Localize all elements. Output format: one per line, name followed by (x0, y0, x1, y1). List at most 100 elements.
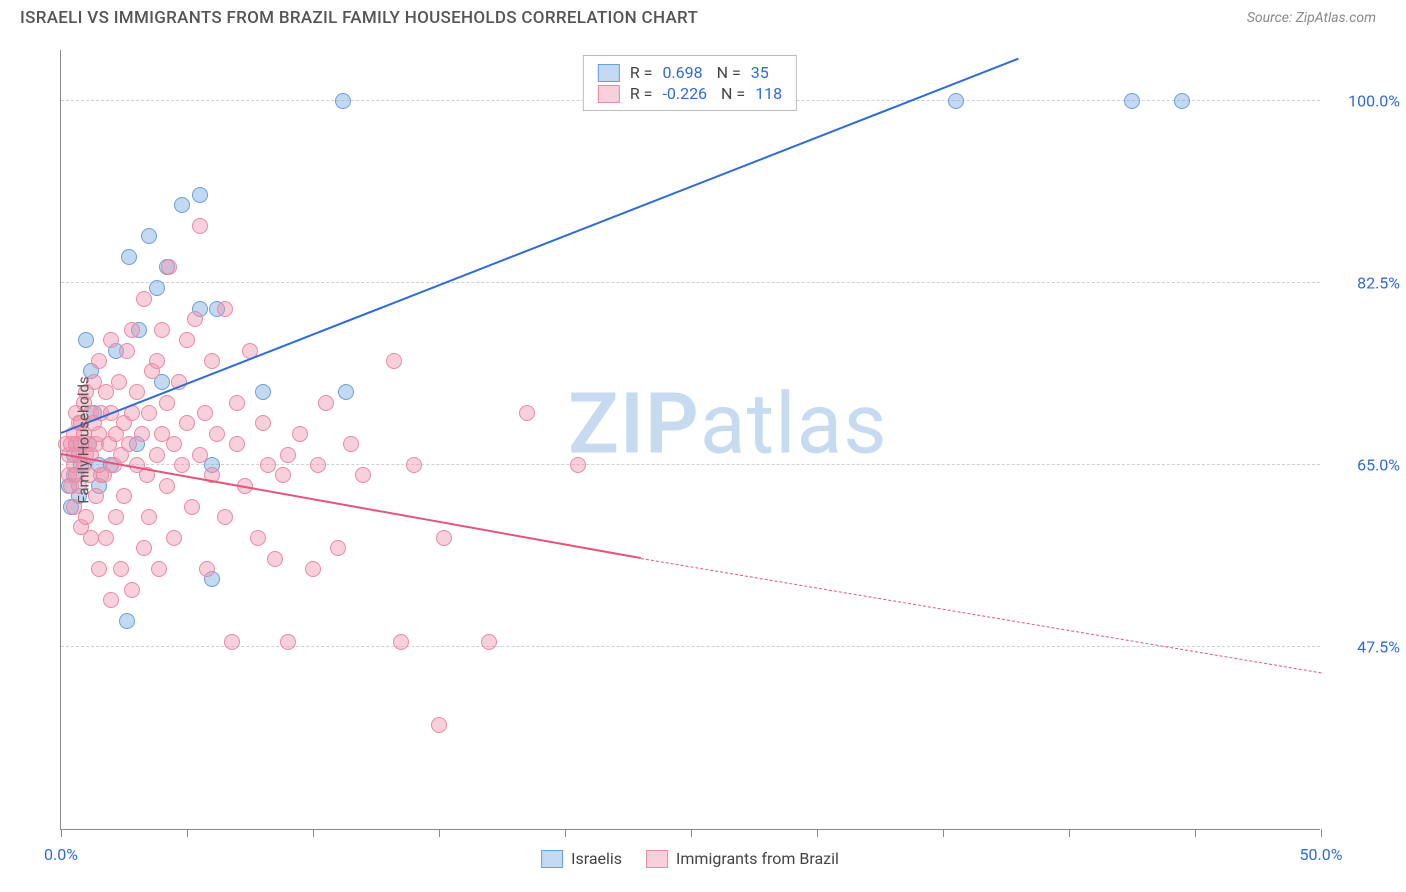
x-tick (61, 829, 62, 837)
x-tick (1195, 829, 1196, 837)
x-tick-label: 0.0% (44, 845, 78, 864)
stat-n-label: N = (713, 63, 741, 82)
data-point (250, 530, 266, 546)
data-point (335, 93, 351, 109)
y-tick-label: 65.0% (1330, 456, 1400, 475)
data-point (119, 343, 135, 359)
data-point (154, 322, 170, 338)
data-point (124, 582, 140, 598)
swatch-israelis (598, 64, 620, 82)
data-point (355, 467, 371, 483)
y-tick-label: 100.0% (1330, 92, 1400, 111)
trend-line-dash (641, 558, 1322, 673)
data-point (174, 197, 190, 213)
data-point (393, 634, 409, 650)
stat-n-value-2: 118 (755, 84, 782, 103)
data-point (149, 353, 165, 369)
data-point (184, 499, 200, 515)
data-point (224, 634, 240, 650)
data-point (330, 540, 346, 556)
data-point (1174, 93, 1190, 109)
data-point (192, 447, 208, 463)
data-point (98, 530, 114, 546)
data-point (119, 613, 135, 629)
data-point (161, 259, 177, 275)
data-point (166, 436, 182, 452)
legend-label-brazil: Immigrants from Brazil (676, 849, 839, 868)
x-tick (1321, 829, 1322, 837)
grid-line (61, 464, 1320, 465)
chart-title: ISRAELI VS IMMIGRANTS FROM BRAZIL FAMILY… (20, 8, 698, 28)
data-point (113, 561, 129, 577)
data-point (229, 436, 245, 452)
data-point (481, 634, 497, 650)
data-point (280, 634, 296, 650)
data-point (83, 530, 99, 546)
series-legend: Israelis Immigrants from Brazil (541, 849, 839, 868)
data-point (91, 353, 107, 369)
data-point (141, 405, 157, 421)
data-point (151, 561, 167, 577)
stat-r-value-1: 0.698 (662, 63, 702, 82)
x-tick (313, 829, 314, 837)
stats-row-1: R = 0.698 N = 35 (598, 62, 782, 83)
x-tick (817, 829, 818, 837)
data-point (343, 436, 359, 452)
data-point (124, 322, 140, 338)
x-tick-label: 50.0% (1300, 845, 1343, 864)
data-point (179, 332, 195, 348)
chart-container: ISRAELI VS IMMIGRANTS FROM BRAZIL FAMILY… (0, 0, 1406, 892)
data-point (192, 218, 208, 234)
y-tick-label: 82.5% (1330, 274, 1400, 293)
data-point (209, 426, 225, 442)
data-point (436, 530, 452, 546)
x-tick (565, 829, 566, 837)
data-point (192, 187, 208, 203)
data-point (159, 395, 175, 411)
swatch-brazil (598, 85, 620, 103)
data-point (134, 426, 150, 442)
data-point (103, 332, 119, 348)
data-point (91, 561, 107, 577)
data-point (292, 426, 308, 442)
chart-header: ISRAELI VS IMMIGRANTS FROM BRAZIL FAMILY… (0, 0, 1406, 32)
data-point (229, 395, 245, 411)
data-point (519, 405, 535, 421)
stat-n-value-1: 35 (751, 63, 769, 82)
stat-n-label: N = (717, 84, 745, 103)
data-point (338, 384, 354, 400)
stat-r-label: R = (630, 63, 653, 82)
chart-source: Source: ZipAtlas.com (1247, 10, 1376, 26)
data-point (570, 457, 586, 473)
data-point (159, 478, 175, 494)
data-point (255, 415, 271, 431)
data-point (103, 592, 119, 608)
legend-swatch-israelis (541, 850, 563, 868)
data-point (305, 561, 321, 577)
data-point (1124, 93, 1140, 109)
data-point (136, 291, 152, 307)
data-point (217, 301, 233, 317)
stat-r-label: R = (630, 84, 653, 103)
data-point (204, 353, 220, 369)
data-point (197, 405, 213, 421)
x-tick (439, 829, 440, 837)
data-point (255, 384, 271, 400)
data-point (141, 509, 157, 525)
y-axis-label: Family Households (75, 376, 93, 503)
x-tick (943, 829, 944, 837)
data-point (108, 509, 124, 525)
y-tick-label: 47.5% (1330, 638, 1400, 657)
data-point (136, 540, 152, 556)
data-point (116, 488, 132, 504)
plot-region: 47.5%65.0%82.5%100.0%0.0%50.0% (60, 50, 1320, 830)
grid-line (61, 282, 1320, 283)
data-point (318, 395, 334, 411)
data-point (179, 415, 195, 431)
data-point (78, 509, 94, 525)
trend-line (61, 57, 1019, 433)
x-tick (691, 829, 692, 837)
data-point (187, 311, 203, 327)
data-point (121, 249, 137, 265)
data-point (166, 530, 182, 546)
